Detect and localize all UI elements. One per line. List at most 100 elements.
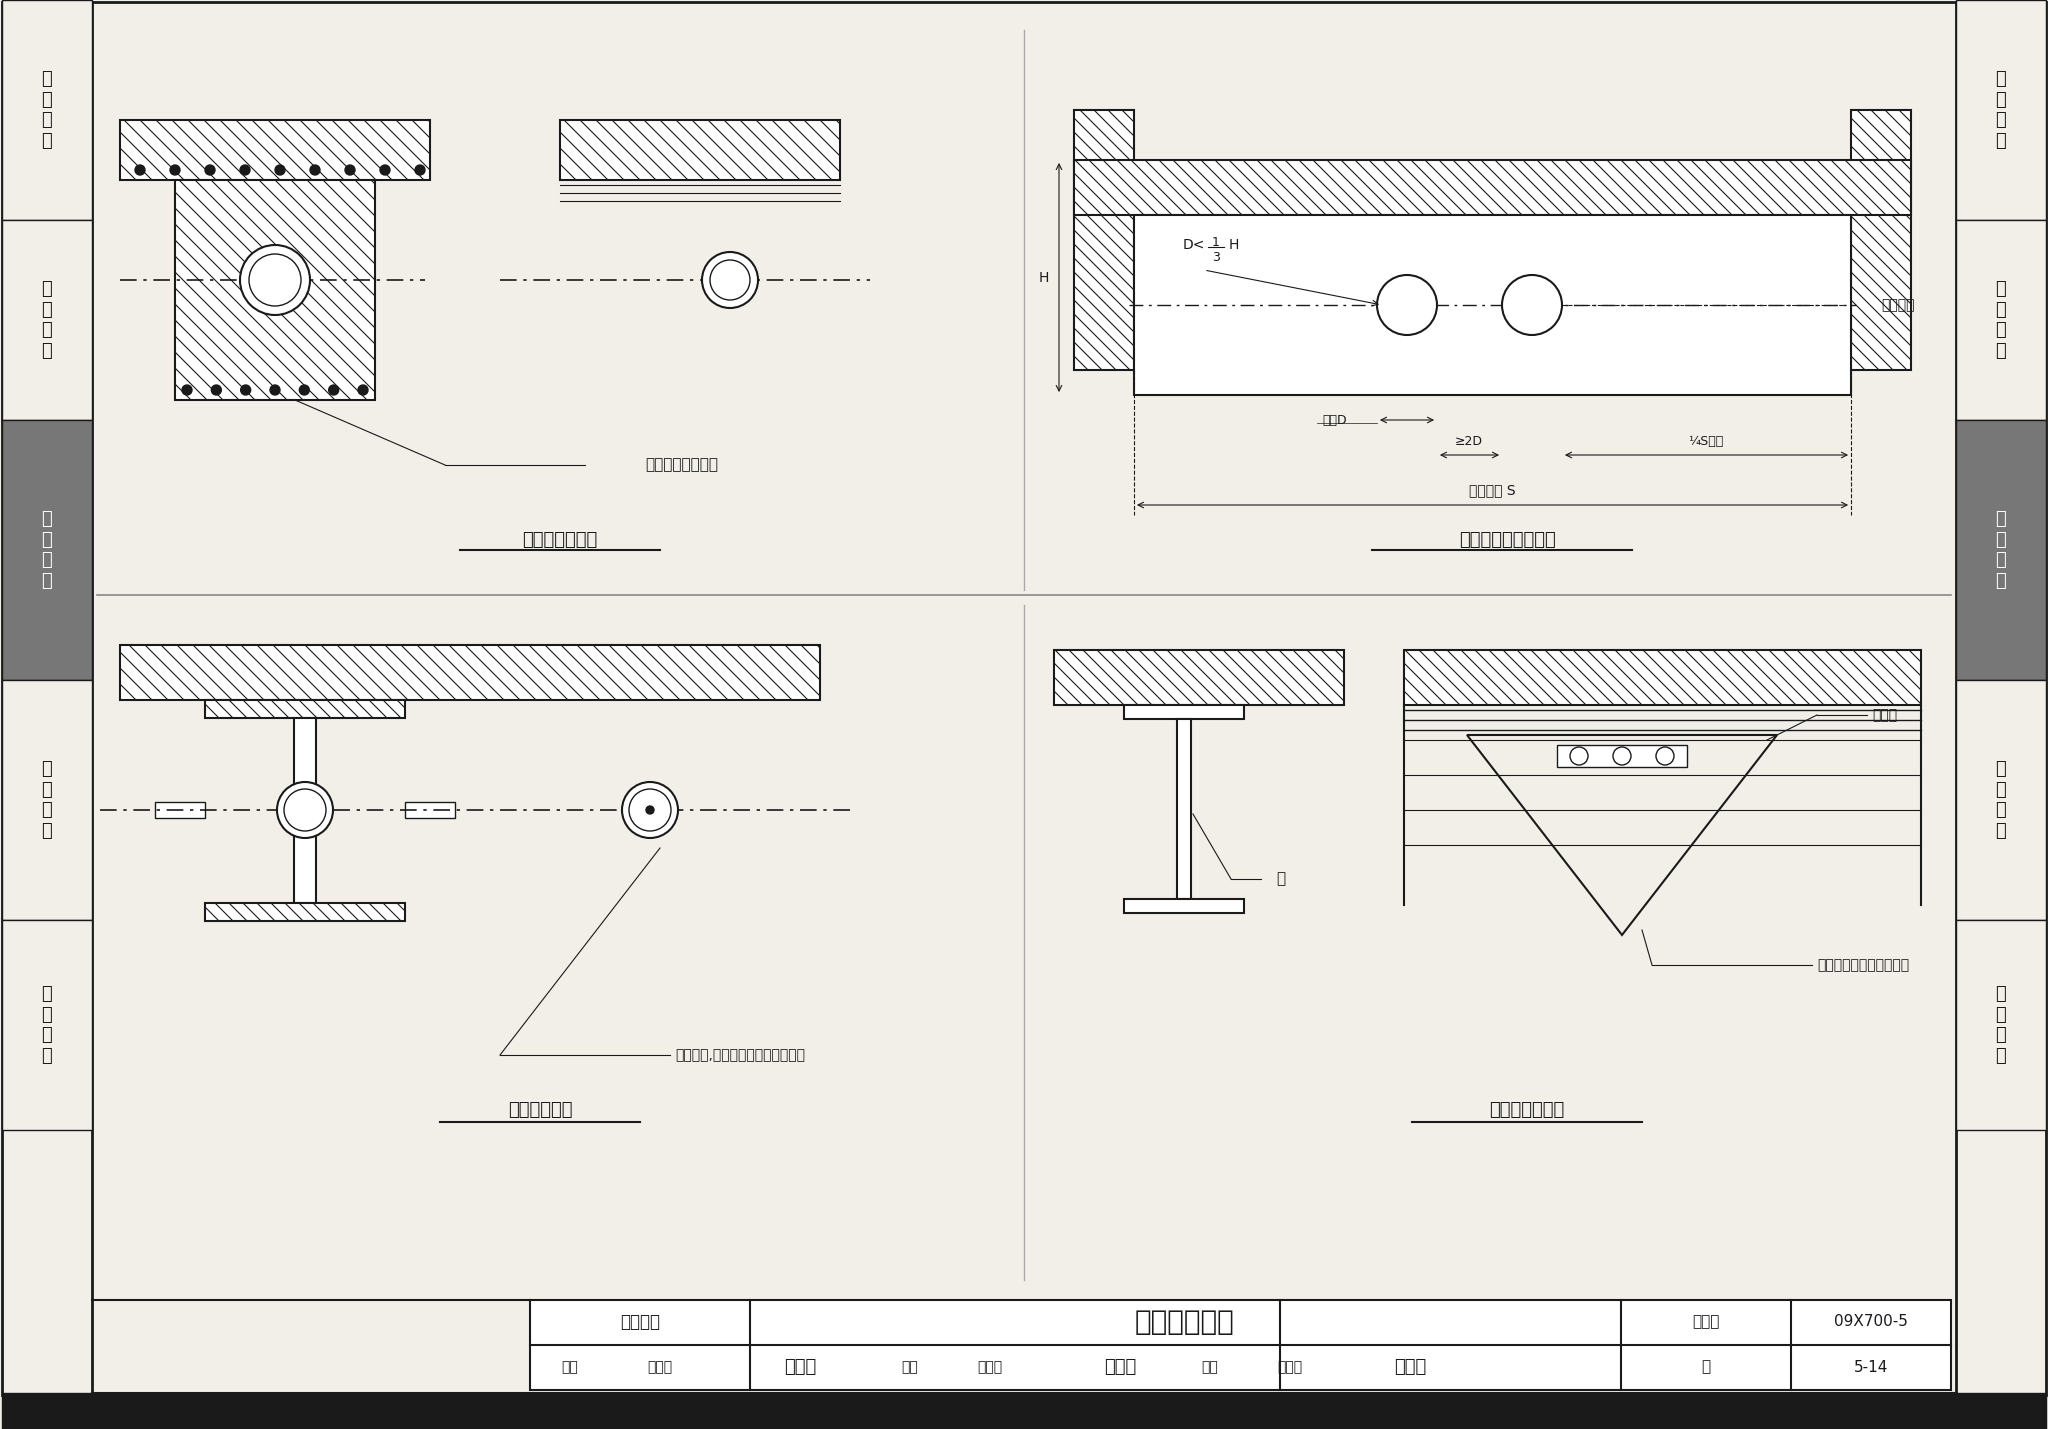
Bar xyxy=(2,220,92,420)
Circle shape xyxy=(135,164,145,174)
Circle shape xyxy=(250,254,301,306)
Text: 穿钢梁做法图: 穿钢梁做法图 xyxy=(508,1100,571,1119)
Text: 李雪佩: 李雪佩 xyxy=(1278,1360,1303,1375)
Bar xyxy=(156,802,205,817)
Circle shape xyxy=(1614,747,1630,765)
Text: D<: D< xyxy=(1184,239,1204,252)
Bar xyxy=(1405,650,1921,704)
Circle shape xyxy=(274,164,285,174)
Text: 设
备
安
装: 设 备 安 装 xyxy=(1995,760,2007,840)
Bar xyxy=(1124,899,1243,913)
Text: 1: 1 xyxy=(1212,236,1221,249)
Bar xyxy=(1851,110,1911,370)
Text: 穿隔墙梁做法图: 穿隔墙梁做法图 xyxy=(1489,1100,1565,1119)
Text: 郁仙仲: 郁仙仲 xyxy=(784,1358,815,1376)
Text: 页: 页 xyxy=(1702,1359,1710,1375)
Text: 审核: 审核 xyxy=(561,1360,578,1375)
Bar xyxy=(1956,920,2046,1130)
Text: ≥2D: ≥2D xyxy=(1454,434,1483,447)
Text: 缆线敷设: 缆线敷设 xyxy=(621,1313,659,1330)
Circle shape xyxy=(270,384,281,394)
Bar xyxy=(205,700,406,717)
Circle shape xyxy=(381,164,389,174)
Bar xyxy=(2,1393,2046,1429)
Text: 管: 管 xyxy=(1276,872,1286,886)
Bar xyxy=(174,180,375,400)
Bar xyxy=(1956,220,2046,420)
Bar xyxy=(1956,420,2046,680)
Circle shape xyxy=(645,806,653,815)
Text: 李芸佩: 李芸佩 xyxy=(1395,1358,1425,1376)
Text: 缆
线
敷
设: 缆 线 敷 设 xyxy=(1995,510,2007,590)
Circle shape xyxy=(1657,747,1673,765)
Text: 防
雷
接
地: 防 雷 接 地 xyxy=(41,985,53,1065)
Circle shape xyxy=(285,789,326,832)
Circle shape xyxy=(358,384,369,394)
Bar xyxy=(2,680,92,920)
Bar xyxy=(1055,650,1343,704)
Bar xyxy=(2,920,92,1130)
Circle shape xyxy=(1571,747,1587,765)
Bar xyxy=(295,717,315,903)
Text: 管线穿梁尺寸要求图: 管线穿梁尺寸要求图 xyxy=(1458,532,1554,549)
Text: 直径D: 直径D xyxy=(1323,413,1348,426)
Bar xyxy=(2,0,92,220)
Bar xyxy=(121,644,819,700)
Text: 穿龙骨: 穿龙骨 xyxy=(1872,707,1896,722)
Bar xyxy=(205,903,406,922)
Text: 李焕娣: 李焕娣 xyxy=(977,1360,1004,1375)
Bar xyxy=(530,1300,1952,1390)
Circle shape xyxy=(1376,274,1438,334)
Text: 图集号: 图集号 xyxy=(1692,1315,1720,1329)
Bar xyxy=(406,802,455,817)
Text: 设计: 设计 xyxy=(1202,1360,1219,1375)
Circle shape xyxy=(344,164,354,174)
Text: 穿钢筋梁做法图: 穿钢筋梁做法图 xyxy=(522,532,598,549)
Circle shape xyxy=(629,789,672,832)
Circle shape xyxy=(328,384,338,394)
Bar xyxy=(1956,0,2046,220)
Text: 设
备
安
装: 设 备 安 装 xyxy=(41,760,53,840)
Text: 穿管后用灰浆抹平: 穿管后用灰浆抹平 xyxy=(645,457,719,473)
Text: 中央部分: 中央部分 xyxy=(1880,299,1915,312)
Bar xyxy=(1956,680,2046,920)
Text: 机
房
工
程: 机 房 工 程 xyxy=(41,70,53,150)
Text: 09X700-5: 09X700-5 xyxy=(1835,1315,1909,1329)
Circle shape xyxy=(711,260,750,300)
Circle shape xyxy=(299,384,309,394)
Text: 校对: 校对 xyxy=(901,1360,918,1375)
Text: 防
雷
接
地: 防 雷 接 地 xyxy=(1995,985,2007,1065)
Circle shape xyxy=(416,164,426,174)
Text: 供
电
电
源: 供 电 电 源 xyxy=(1995,280,2007,360)
Text: 郭锡坤: 郭锡坤 xyxy=(647,1360,672,1375)
Text: H: H xyxy=(1229,239,1239,252)
Text: ¼S以上: ¼S以上 xyxy=(1688,434,1724,447)
Bar xyxy=(1556,745,1688,767)
Circle shape xyxy=(240,244,309,314)
Bar xyxy=(1178,719,1192,899)
Text: 缆
线
敷
设: 缆 线 敷 设 xyxy=(41,510,53,590)
Text: H: H xyxy=(1038,270,1049,284)
Bar xyxy=(559,120,840,180)
Text: 供
电
电
源: 供 电 电 源 xyxy=(41,280,53,360)
Text: 套管焊接,穿管后填充石棉防火材料: 套管焊接,穿管后填充石棉防火材料 xyxy=(676,1047,805,1062)
Circle shape xyxy=(170,164,180,174)
Circle shape xyxy=(242,384,250,394)
Text: 5-14: 5-14 xyxy=(1853,1359,1888,1375)
Bar xyxy=(121,120,430,180)
Bar xyxy=(1135,214,1851,394)
Circle shape xyxy=(240,164,250,174)
Circle shape xyxy=(309,164,319,174)
Text: 机
房
工
程: 机 房 工 程 xyxy=(1995,70,2007,150)
Text: 李慢平: 李慢平 xyxy=(1104,1358,1137,1376)
Bar xyxy=(1124,704,1243,719)
Text: 钢管穿梁做法: 钢管穿梁做法 xyxy=(1135,1308,1235,1336)
Bar xyxy=(1073,110,1135,370)
Circle shape xyxy=(1501,274,1563,334)
Circle shape xyxy=(623,782,678,837)
Circle shape xyxy=(182,384,193,394)
Circle shape xyxy=(276,782,334,837)
Text: 穿梁管路施工后填充砂浆: 穿梁管路施工后填充砂浆 xyxy=(1817,957,1909,972)
Circle shape xyxy=(211,384,221,394)
Bar xyxy=(1073,160,1911,214)
